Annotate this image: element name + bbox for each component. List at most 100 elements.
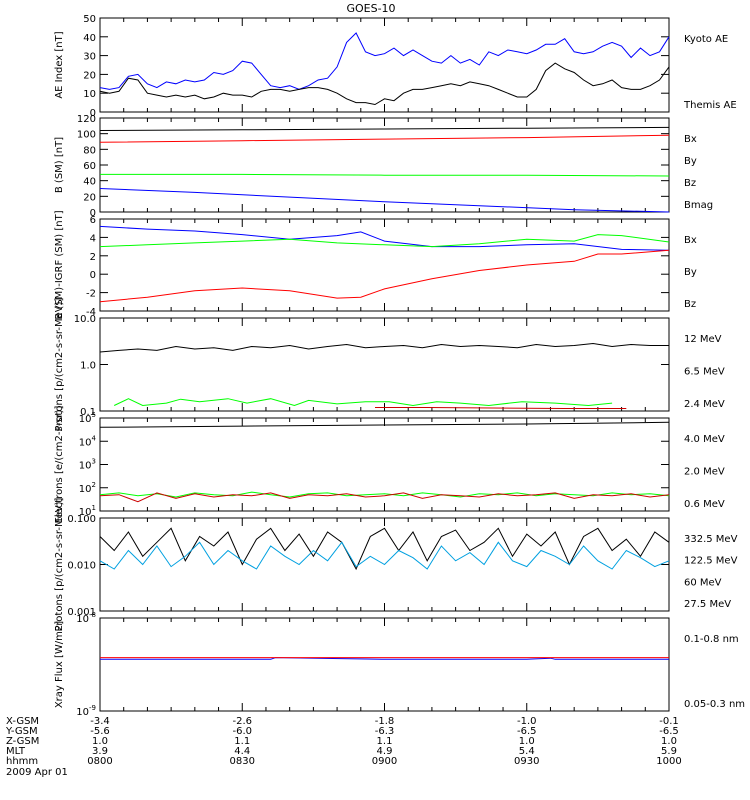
y-tick-label: 120: [77, 114, 96, 125]
y-tick-label: 20: [83, 192, 96, 203]
legend-label: 0.05-0.3 nm: [684, 699, 745, 710]
y-axis-label: B (SM) [nT]: [54, 137, 65, 193]
panel-3: -4 -2 0 2 4 6 B (SM)-IGRF (SM) [nT] Bx By Bz: [54, 210, 697, 319]
series-line-60-mev: [99, 541, 670, 570]
legend-label: 0.6 MeV: [684, 499, 725, 510]
legend-label: Kyoto AE: [684, 34, 728, 45]
legend-label: 60 MeV: [684, 577, 722, 588]
panel-frame: [99, 317, 670, 412]
y-axis-label: B (SM)-IGRF (SM) [nT]: [54, 210, 65, 319]
x-axis-table: X-GSMY-GSMZ-GSMMLThhmm-3.4-5.61.03.90800…: [5, 716, 682, 767]
x-tick-label: 4.4: [234, 746, 250, 757]
y-tick-label: 0.010: [67, 561, 96, 572]
y-tick-label: -2: [86, 289, 96, 300]
panel-2: 0 20 40 60 80 100 120 B (SM) [nT] Bx By Bz Bmag: [54, 114, 713, 219]
x-tick-label: -6.5: [517, 726, 537, 737]
x-tick-label: 4.9: [377, 746, 393, 757]
x-tick-label: -1.8: [375, 716, 395, 727]
series-line-4-0-mev: [99, 492, 670, 503]
x-row-label: X-GSM: [6, 716, 39, 727]
panel-frame: [99, 617, 670, 712]
x-tick-label: 5.9: [661, 746, 677, 757]
plot-title: GOES-10: [346, 2, 395, 15]
x-tick-label: 5.4: [519, 746, 535, 757]
y-tick-label: 40: [83, 177, 96, 188]
x-row-label: hhmm: [6, 756, 38, 767]
y-tick-label: 103: [79, 458, 96, 472]
legend-label: Bz: [684, 178, 696, 189]
panel-frame: [99, 17, 670, 113]
y-axis-label: Electrons [e/(cm2-s-sr)]: [54, 405, 65, 523]
x-tick-label: 1.1: [377, 736, 393, 747]
series-line-bx: [99, 225, 670, 251]
y-axis-label: AE Index [nT]: [54, 31, 65, 98]
x-tick-label: 1000: [656, 756, 681, 767]
series-line-0-6-mev: [99, 421, 670, 428]
y-tick-label: 101: [79, 504, 96, 518]
legend-label: Bx: [684, 235, 697, 246]
y-tick-label: 10: [83, 89, 96, 100]
series-line-12-mev: [375, 407, 627, 409]
y-tick-label: 10-8: [76, 611, 96, 625]
y-axis-label: Xray Flux [W/m2]: [54, 621, 65, 708]
y-tick-label: 102: [79, 481, 96, 495]
legend-label: By: [684, 156, 697, 167]
y-tick-label: 0.1: [80, 407, 96, 418]
legend-label: Bmag: [684, 200, 713, 211]
legend-label: 0.1-0.8 nm: [684, 634, 739, 645]
x-tick-label: 0800: [87, 756, 112, 767]
x-tick-label: -2.6: [232, 716, 252, 727]
series-line-themis-ae: [99, 62, 670, 106]
series-line-bz: [99, 134, 670, 143]
y-tick-label: 20: [83, 70, 96, 81]
series-line-2-0-mev: [99, 491, 670, 498]
y-tick-label: 1.0: [80, 361, 96, 372]
panel-frame: [99, 218, 670, 312]
series-line-6-5-mev: [113, 398, 613, 407]
y-tick-label: 80: [83, 145, 96, 156]
legend-label: Bx: [684, 134, 697, 145]
y-tick-label: 4: [90, 233, 96, 244]
y-tick-label: 30: [83, 52, 96, 63]
y-axis-label: Protons [p/(cm2-s-sr-MeV)]: [54, 297, 65, 431]
legend-label: By: [684, 267, 697, 278]
x-tick-label: -6.0: [232, 726, 252, 737]
y-tick-label: 100: [77, 130, 96, 141]
x-tick-label: -3.4: [90, 716, 110, 727]
legend-label: 12 MeV: [684, 334, 722, 345]
x-row-label: Z-GSM: [6, 736, 39, 747]
x-tick-label: 0830: [230, 756, 255, 767]
series-line-bx: [99, 188, 670, 213]
series-line-by: [100, 173, 670, 177]
x-tick-label: -0.1: [659, 716, 679, 727]
series-line-kyoto-ae: [99, 32, 670, 90]
y-tick-label: 0: [90, 208, 96, 219]
x-tick-label: -5.6: [90, 726, 110, 737]
x-tick-label: 1.0: [519, 736, 535, 747]
legend-label: 6.5 MeV: [684, 367, 725, 378]
series-line-by: [99, 234, 670, 248]
series-line-2-4-mev: [99, 342, 669, 353]
y-tick-label: 10.0: [74, 314, 96, 325]
y-tick-label: 40: [83, 33, 96, 44]
legend-label: 27.5 MeV: [684, 599, 731, 610]
legend-label: Themis AE: [683, 100, 737, 111]
legend-label: 2.0 MeV: [684, 467, 725, 478]
x-tick-label: 0930: [514, 756, 539, 767]
y-tick-label: 0: [90, 270, 96, 281]
x-tick-label: 0900: [372, 756, 397, 767]
x-row-label: Y-GSM: [5, 726, 38, 737]
x-tick-label: 3.9: [92, 746, 108, 757]
series-line-27-5-mev: [99, 527, 670, 571]
y-tick-label: 105: [79, 411, 96, 425]
x-row-label: MLT: [6, 746, 26, 757]
x-tick-label: -6.3: [375, 726, 395, 737]
x-tick-label: -6.5: [659, 726, 679, 737]
date-label: 2009 Apr 01: [6, 767, 68, 778]
y-tick-label: 0: [90, 108, 96, 119]
legend-label: 4.0 MeV: [684, 434, 725, 445]
y-tick-label: 0.100: [67, 514, 96, 525]
x-tick-label: 1.0: [92, 736, 108, 747]
